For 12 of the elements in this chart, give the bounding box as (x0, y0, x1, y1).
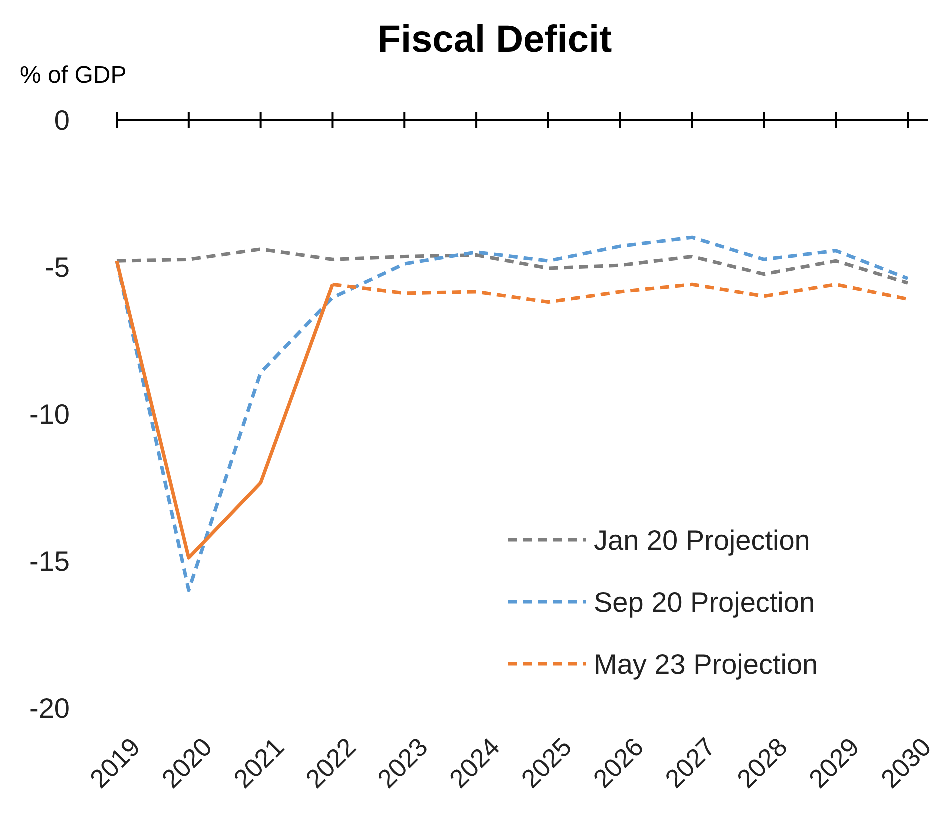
y-tick-label: -20 (30, 692, 70, 724)
y-tick-label: -15 (30, 546, 70, 577)
chart-title: Fiscal Deficit (378, 19, 613, 61)
legend-label: Sep 20 Projection (594, 586, 816, 618)
line-series (115, 236, 910, 592)
y-axis-title: % of GDP (20, 62, 127, 89)
y-tick-label: -10 (30, 398, 70, 430)
legend-label: Jan 20 Projection (594, 524, 810, 556)
legend-label: May 23 Projection (594, 648, 818, 680)
line-series (115, 248, 910, 285)
y-tick-label: -5 (45, 252, 70, 283)
y-tick-label: 0 (54, 104, 70, 136)
